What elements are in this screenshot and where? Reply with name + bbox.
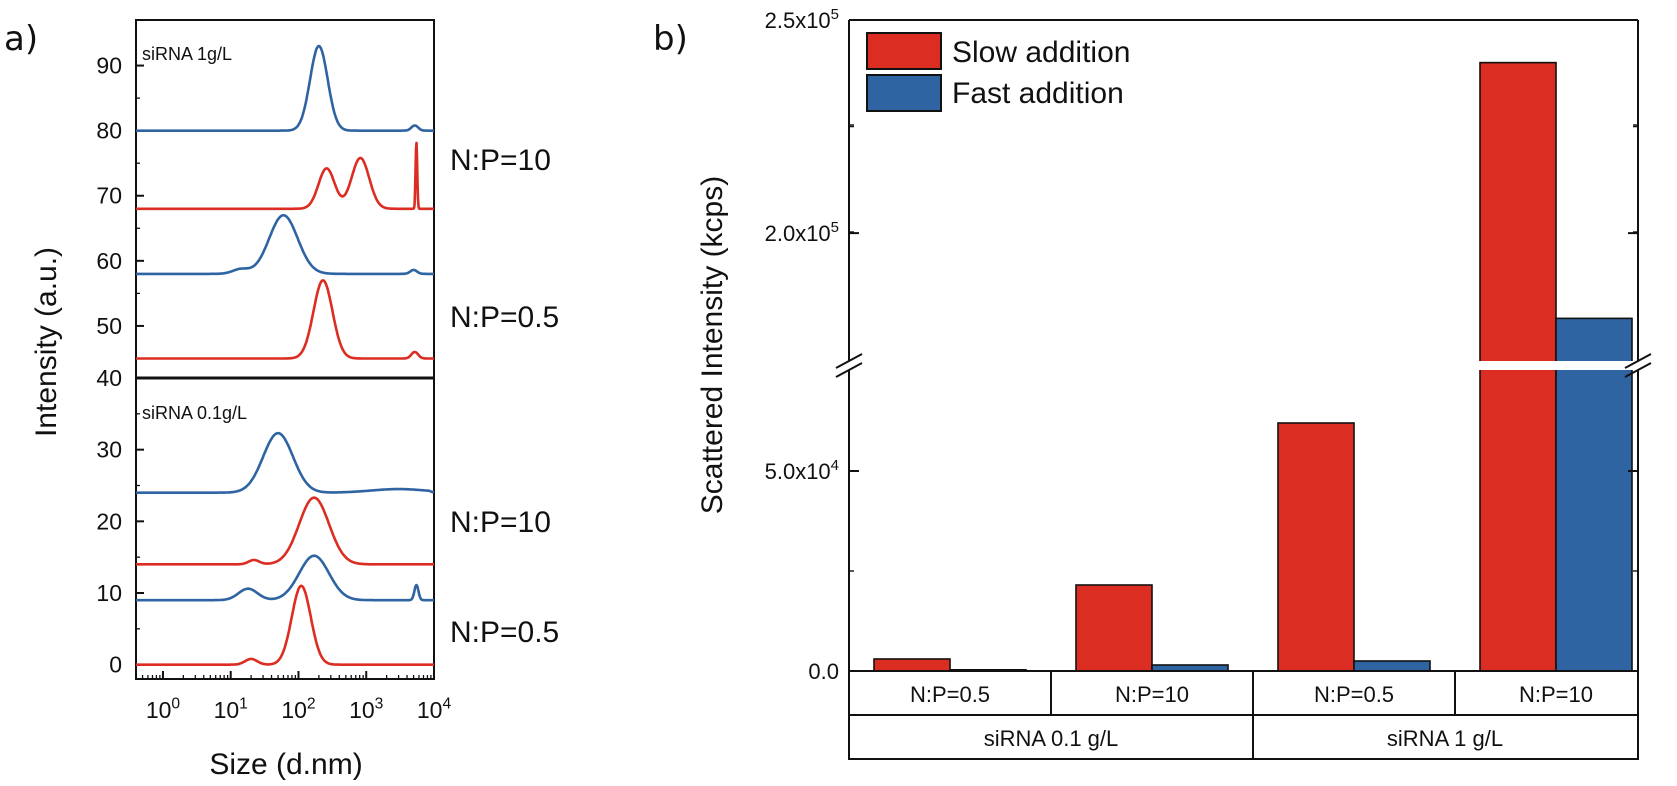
distribution-curve [135, 584, 434, 666]
bar [873, 658, 951, 672]
np-annotation-bottom-10: N:P=10 [450, 506, 551, 539]
np-annotation-bottom-05: N:P=0.5 [450, 616, 559, 649]
group-label-2: siRNA 1 g/L [1387, 726, 1503, 751]
y-tick-label: 10 [96, 580, 122, 606]
y-tick-label: 5.0x104 [765, 457, 839, 484]
panel-a-y-axis-title: Intensity (a.u.) [30, 247, 63, 437]
y-tick-label: 0 [109, 652, 122, 678]
bar [1075, 584, 1153, 672]
distribution-curve [135, 141, 434, 211]
distribution-curve [135, 279, 434, 360]
x-tick-label: 100 [146, 695, 181, 723]
y-tick-label: 2.0x105 [765, 219, 839, 246]
panel-a-frame [135, 19, 435, 680]
category-table: N:P=0.5 N:P=10 N:P=0.5 N:P=10 siRNA 0.1 … [848, 670, 1639, 760]
panel-a-label: a) [4, 19, 38, 59]
distribution-curve [135, 431, 435, 494]
legend: Slow addition Fast addition [866, 32, 1130, 112]
sub-panel-title-top: siRNA 1g/L [142, 44, 232, 64]
axis-break-mark-right-2 [1624, 362, 1652, 378]
y-tick-label: 20 [96, 508, 122, 534]
np-annotation-top-05: N:P=0.5 [450, 301, 559, 334]
y-tick-label: 70 [96, 183, 122, 209]
y-tick-label: 60 [96, 248, 122, 274]
panel-b-ticks: 0.0 5.0x104 2.0x105 2.5x105 [765, 6, 1638, 684]
x-tick-label: 102 [281, 695, 315, 723]
distribution-curve [135, 496, 434, 566]
sub-panel-title-bottom: siRNA 0.1g/L [142, 403, 247, 423]
panel-a-curves [135, 44, 435, 666]
panel-b: b) Scattered Intensity (kcps) 0.0 5.0x104… [653, 6, 1652, 760]
x-tick-label: 104 [417, 695, 452, 723]
x-tick-label: 101 [214, 695, 248, 723]
y-tick-label: 2.5x105 [765, 6, 839, 33]
panel-a-x-axis-title: Size (d.nm) [209, 748, 362, 781]
legend-swatch-fast [866, 74, 942, 112]
bar [1353, 660, 1431, 672]
axis-break-mark-left-2 [835, 362, 863, 378]
x-tick-label: 103 [349, 695, 383, 723]
legend-label-slow: Slow addition [952, 36, 1130, 69]
bar [1277, 422, 1355, 672]
distribution-curve [135, 214, 434, 276]
y-tick-label: 50 [96, 313, 122, 339]
y-tick-label: 40 [96, 365, 122, 391]
category-label-2: N:P=10 [1115, 682, 1189, 707]
panel-a: a) Intensity (a.u.) Size (d.nm) siRNA 1g… [4, 19, 559, 781]
axis-break-mark-left-1 [835, 353, 863, 369]
distribution-curve [135, 554, 434, 602]
category-label-3: N:P=0.5 [1314, 682, 1394, 707]
category-label-4: N:P=10 [1519, 682, 1593, 707]
panel-a-ticks: 100 101 102 103 104 50 60 70 80 90 0 10 20 30 40 [96, 53, 451, 723]
group-label-1: siRNA 0.1 g/L [984, 726, 1119, 751]
legend-label-fast: Fast addition [952, 77, 1124, 110]
y-tick-label: 80 [96, 118, 122, 144]
category-label-1: N:P=0.5 [910, 682, 990, 707]
panel-b-y-axis-title: Scattered Intensity (kcps) [696, 176, 729, 514]
axis-break-gap [836, 361, 1636, 370]
np-annotation-top-10: N:P=10 [450, 144, 551, 177]
panel-b-label: b) [653, 19, 688, 59]
y-tick-label: 90 [96, 53, 122, 79]
bar [1555, 317, 1633, 672]
axis-break-mark-right-1 [1624, 353, 1652, 369]
distribution-curve [135, 44, 434, 132]
legend-swatch-slow [866, 32, 942, 70]
y-tick-label: 30 [96, 437, 122, 463]
y-tick-label: 0.0 [808, 659, 839, 684]
